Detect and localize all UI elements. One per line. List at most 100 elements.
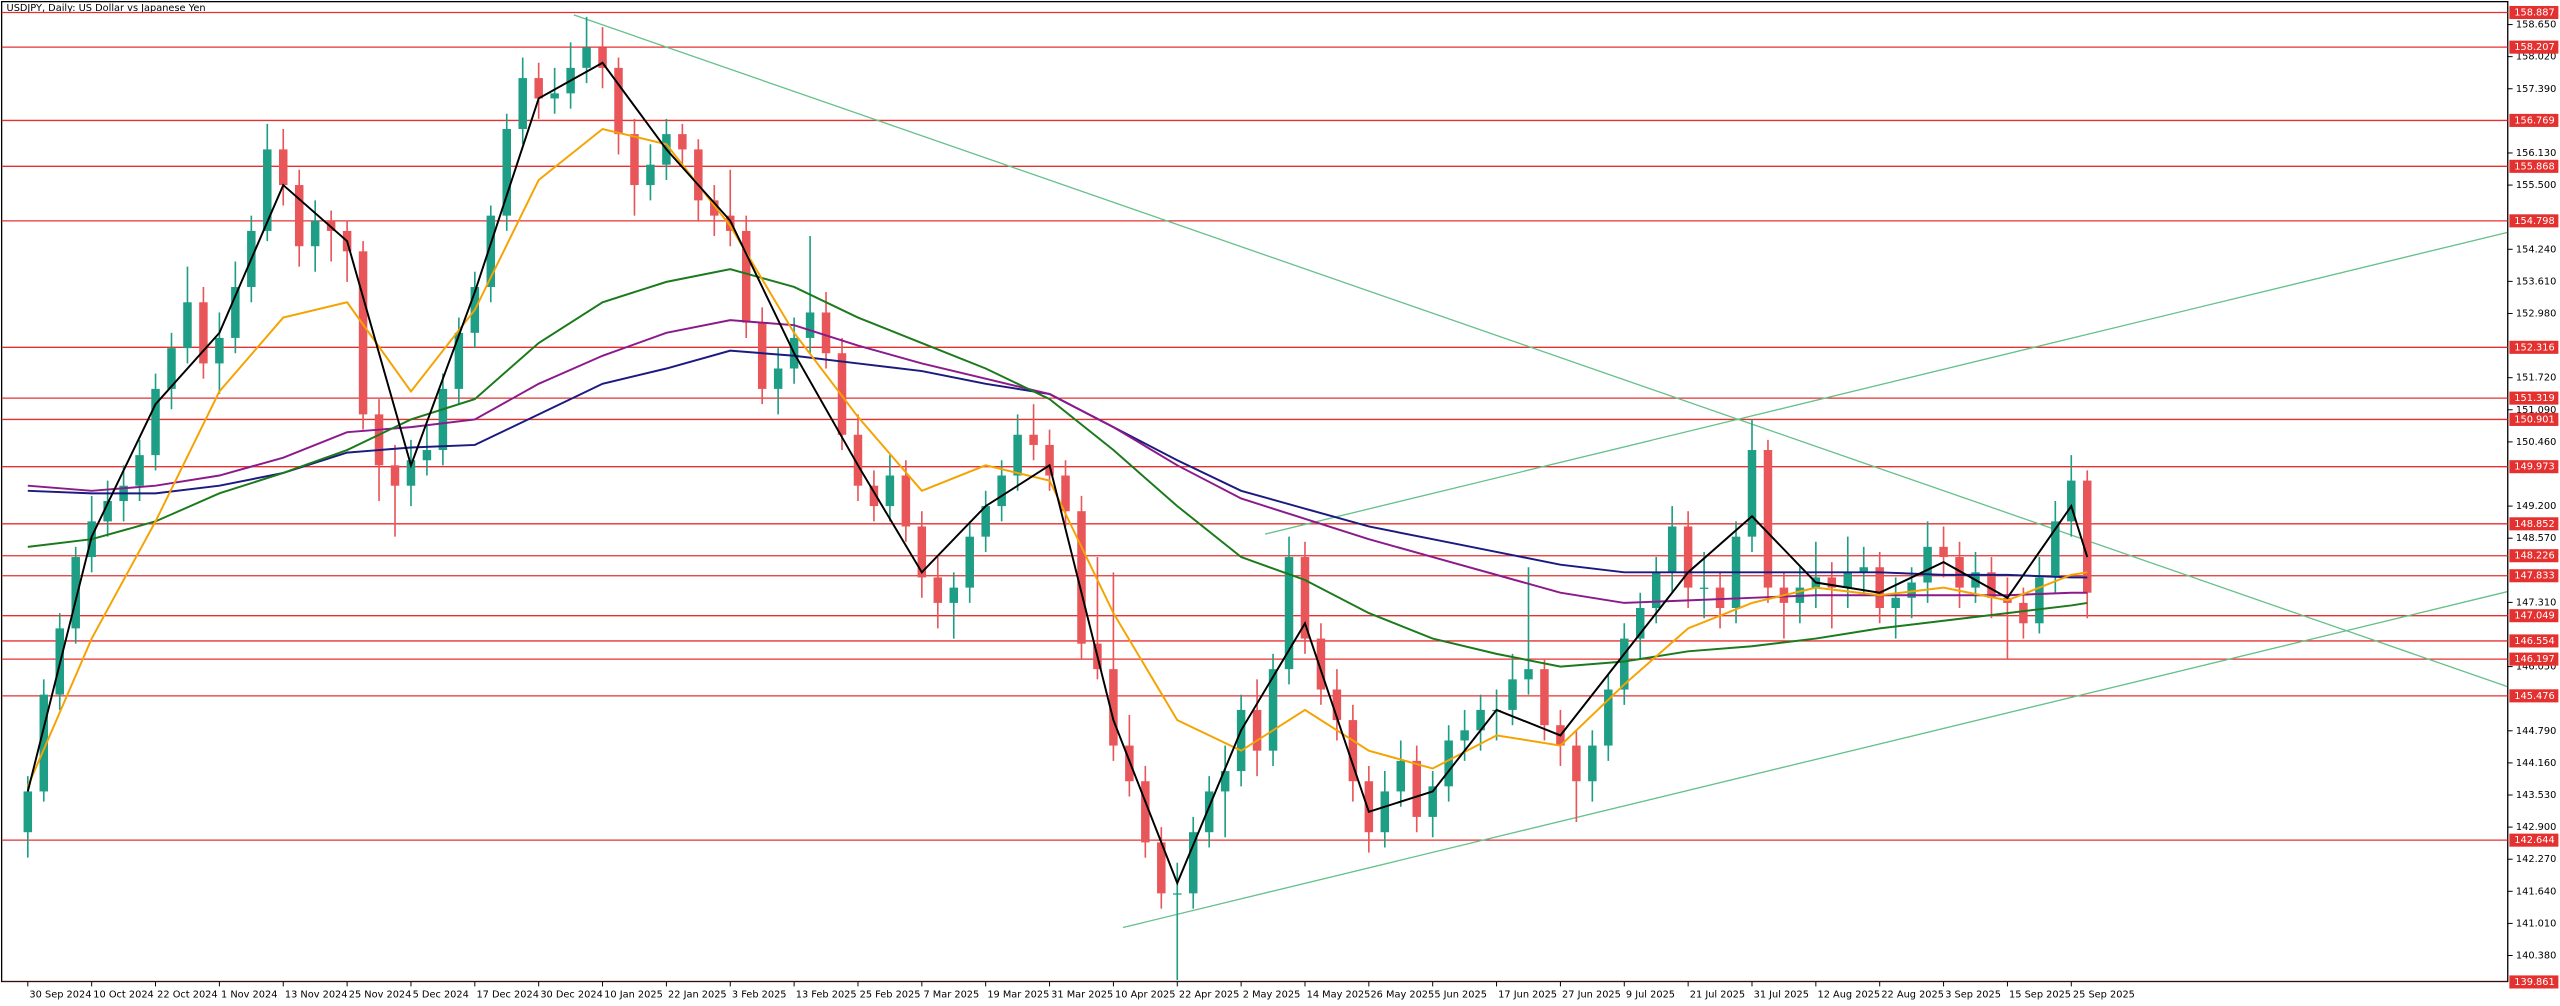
y-tick-label: 143.530 (2516, 790, 2556, 801)
candle-body (550, 93, 559, 99)
candle-body (183, 302, 192, 349)
y-tick-label: 149.200 (2516, 501, 2556, 512)
level-label-box (2509, 391, 2559, 405)
level-label: 146.197 (2514, 654, 2554, 665)
level-label-box (2509, 569, 2559, 583)
level-label: 146.554 (2514, 636, 2554, 647)
x-tick-label: 22 Jan 2025 (668, 990, 727, 1001)
x-tick-label: 7 Mar 2025 (923, 990, 979, 1001)
candle-body (853, 434, 863, 486)
candle-body (151, 388, 160, 456)
candle-body (1667, 526, 1677, 573)
x-tick-label: 25 Feb 2025 (860, 990, 921, 1001)
candle-body (1699, 587, 1709, 589)
x-tick-label: 17 Dec 2024 (476, 990, 538, 1001)
x-tick-label: 27 Jun 2025 (1562, 990, 1621, 1001)
plot-frame (0, 0, 2509, 983)
x-tick-label: 22 Aug 2025 (1881, 990, 1944, 1001)
candle-body (1284, 557, 1294, 670)
level-label: 148.852 (2514, 519, 2554, 530)
candle-body (949, 587, 959, 603)
candle-body (741, 230, 751, 323)
candle-body (39, 694, 49, 792)
candle-body (1364, 781, 1374, 833)
level-label-box (2509, 609, 2559, 623)
y-tick-label: 153.610 (2516, 276, 2556, 287)
candle-body (1332, 689, 1342, 721)
candle-body (1476, 709, 1485, 731)
candle-body (598, 47, 607, 68)
chart-title: USDJPY, Daily: US Dollar vs Japanese Yen (7, 3, 206, 14)
candle-body (2067, 480, 2076, 522)
candle-body (1268, 669, 1278, 751)
x-tick-label: 3 Sep 2025 (1945, 990, 2001, 1001)
candle-body (2019, 602, 2028, 624)
level-label-box (2509, 975, 2559, 989)
x-tick-label: 15 Sep 2025 (2009, 990, 2071, 1001)
candle-body (917, 526, 927, 578)
candle-body (773, 368, 783, 389)
candle-body (1045, 444, 1054, 476)
y-tick-label: 148.570 (2516, 533, 2556, 544)
candle-body (1428, 786, 1437, 817)
x-tick-label: 13 Feb 2025 (796, 990, 857, 1001)
candle-body (805, 312, 815, 338)
x-tick-label: 22 Oct 2024 (157, 990, 217, 1001)
level-label-box (2509, 689, 2559, 703)
moving-average (26, 61, 2089, 886)
level-label-box (2509, 214, 2559, 228)
candle-body (518, 78, 527, 130)
trend-line (573, 14, 2508, 688)
candle-body (1907, 582, 1916, 598)
level-label-box (2509, 40, 2559, 54)
y-tick-label: 154.240 (2516, 244, 2556, 255)
y-tick-label: 141.640 (2516, 886, 2556, 897)
x-tick-label: 14 May 2025 (1307, 990, 1371, 1001)
plot-area (1, 11, 2508, 982)
y-tick-label: 144.790 (2516, 726, 2556, 737)
level-label: 152.316 (2514, 342, 2554, 353)
candle-body (1396, 760, 1406, 792)
y-tick-label: 150.460 (2516, 437, 2556, 448)
level-label: 155.868 (2514, 161, 2554, 172)
candle-body (1109, 669, 1118, 746)
candle-body (1508, 679, 1517, 710)
candle-body (869, 485, 879, 507)
candle-body (1157, 842, 1166, 894)
candle-body (2051, 521, 2060, 578)
trend-line (1264, 231, 2508, 535)
candle-body (1300, 557, 1310, 639)
candle-body (1572, 745, 1581, 782)
y-tick-label: 144.160 (2516, 758, 2556, 769)
level-label: 149.973 (2514, 462, 2554, 473)
candle-body (23, 791, 33, 833)
candle-body (1540, 669, 1549, 726)
candle-body (1460, 730, 1469, 741)
level-label: 150.901 (2514, 414, 2554, 425)
level-label-box (2509, 412, 2559, 426)
candle-body (1747, 450, 1757, 537)
candle-body (933, 577, 943, 603)
x-tick-label: 22 Apr 2025 (1179, 990, 1239, 1001)
y-tick-label: 147.310 (2516, 597, 2556, 608)
candle-body (1715, 587, 1725, 609)
candle-body (1875, 567, 1884, 609)
y-tick-label: 151.720 (2516, 373, 2556, 384)
y-tick-label: 142.270 (2516, 854, 2556, 865)
level-label-box (2509, 113, 2559, 127)
candle-body (821, 312, 831, 354)
candle-body (1252, 709, 1262, 751)
x-tick-label: 21 Jul 2025 (1690, 990, 1745, 1001)
candle-body (1173, 893, 1182, 895)
x-tick-label: 30 Sep 2024 (29, 990, 91, 1001)
x-tick-label: 10 Oct 2024 (93, 990, 153, 1001)
level-label-box (2509, 549, 2559, 563)
x-tick-label: 25 Sep 2025 (2073, 990, 2135, 1001)
candle-body (1348, 720, 1358, 782)
candle-body (614, 67, 623, 135)
candle-body (2083, 480, 2092, 593)
candle-body (1524, 669, 1533, 680)
x-tick-label: 12 Aug 2025 (1817, 990, 1880, 1001)
candle-body (885, 475, 895, 507)
level-label: 145.476 (2514, 691, 2554, 702)
